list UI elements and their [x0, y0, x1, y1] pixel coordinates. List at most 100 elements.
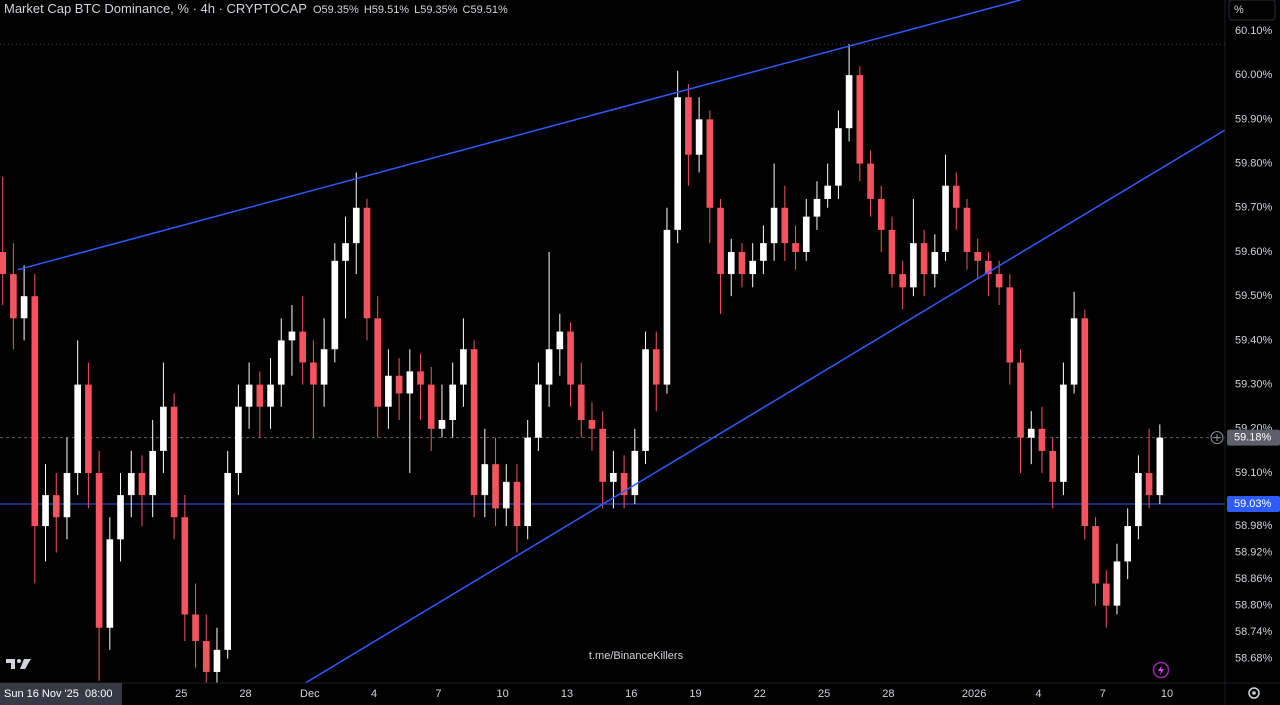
candle-body	[920, 243, 928, 275]
candle-body	[1092, 526, 1099, 584]
y-tick-label: 59.40%	[1235, 334, 1273, 346]
plot-area	[0, 0, 1225, 683]
candle-body	[267, 384, 274, 407]
candle-body	[1038, 428, 1046, 451]
candle-body	[385, 375, 392, 407]
x-tick-label: 28	[239, 688, 251, 700]
candle-body	[567, 331, 574, 385]
candle-body	[106, 539, 114, 628]
candle-body	[170, 406, 178, 518]
candle-body	[599, 428, 606, 482]
candle-body	[1006, 287, 1014, 363]
candle-body	[52, 495, 60, 518]
candle-body	[792, 243, 799, 252]
candle-body	[63, 473, 71, 518]
candle-body	[202, 641, 210, 672]
x-tick-label: 2026	[962, 688, 986, 700]
candle-body	[149, 450, 156, 496]
candle-body	[438, 419, 446, 429]
y-tick-label: 58.98%	[1235, 520, 1273, 532]
candle-body	[0, 251, 6, 275]
candle-body	[695, 119, 703, 155]
candle-body	[910, 243, 917, 288]
candle-body	[1113, 561, 1121, 606]
candle-body	[481, 464, 489, 496]
candle-body	[192, 614, 199, 642]
settings-icon[interactable]	[1248, 687, 1260, 699]
ohlc-label: C	[463, 4, 471, 16]
ohlc-value: 59.35%	[420, 4, 458, 16]
y-tick-label: 60.10%	[1235, 25, 1273, 37]
trend-line	[304, 129, 1225, 683]
candle-body	[663, 229, 671, 385]
candle-body	[406, 371, 414, 394]
lightning-icon[interactable]	[1152, 661, 1170, 679]
candle-body	[277, 340, 285, 385]
candle-body	[760, 243, 767, 261]
candle-body	[845, 75, 853, 129]
candle-body	[288, 331, 296, 341]
tradingview-logo	[6, 659, 31, 669]
candle-body	[1027, 428, 1035, 438]
candle-body	[856, 75, 864, 164]
plus-button	[1210, 431, 1224, 445]
candle-body	[1102, 583, 1110, 606]
price-label: 59.03%	[1234, 498, 1272, 510]
candle-body	[749, 260, 756, 275]
ohlc-value: 59.51%	[372, 4, 410, 16]
candle-body	[427, 384, 435, 429]
candle-body	[867, 163, 874, 199]
y-tick-label: 59.50%	[1235, 290, 1273, 302]
y-tick-label: 58.86%	[1235, 573, 1273, 585]
candle-body	[127, 473, 135, 496]
candle-body	[685, 97, 692, 155]
y-tick-label: 58.68%	[1235, 653, 1273, 665]
candle-body	[985, 260, 992, 275]
candle-body	[781, 207, 789, 244]
y-tick-label: 59.70%	[1235, 202, 1273, 214]
candle-body	[535, 384, 542, 438]
candle-body	[363, 207, 371, 319]
trend-line	[17, 0, 1021, 271]
candle-body	[502, 481, 510, 509]
x-tick-label: 19	[689, 688, 701, 700]
candle-body	[952, 185, 960, 208]
candle-body	[802, 216, 810, 252]
candle-body	[556, 331, 564, 350]
x-tick-label: 4	[1035, 688, 1041, 700]
candle-body	[20, 296, 28, 319]
candle-body	[888, 229, 896, 275]
candle-body	[331, 260, 339, 350]
scale-button[interactable]	[1228, 0, 1276, 21]
candle-body	[824, 185, 831, 199]
y-tick-label: 59.10%	[1235, 467, 1273, 479]
candle-body	[995, 274, 1003, 288]
watermark: t.me/BinanceKillers	[589, 650, 684, 662]
candle-body	[224, 473, 231, 650]
candle-body	[299, 331, 306, 363]
candle-body	[813, 198, 821, 217]
candle-body	[877, 198, 885, 230]
candle-body	[117, 495, 124, 540]
chart-title: Market Cap BTC Dominance, % · 4h · CRYPT…	[4, 1, 307, 16]
candle-body	[417, 371, 424, 385]
scale-button-label[interactable]: %	[1234, 4, 1244, 16]
y-tick-label: 59.90%	[1235, 113, 1273, 125]
candle-body	[256, 384, 264, 407]
candle-body	[899, 274, 906, 288]
price-label-box	[1227, 429, 1280, 446]
x-tick-label: 22	[754, 688, 766, 700]
candle-body	[245, 384, 253, 407]
x-tick-label: 10	[497, 688, 509, 700]
candle-body	[1017, 362, 1024, 438]
candle-body	[42, 495, 49, 527]
candle-body	[1135, 473, 1142, 527]
y-tick-label: 60.00%	[1235, 69, 1273, 81]
ohlc-label: L	[414, 4, 420, 16]
candle-body	[770, 207, 778, 244]
candle-body	[620, 473, 628, 496]
candle-body	[835, 128, 842, 186]
candle-body	[181, 517, 189, 615]
